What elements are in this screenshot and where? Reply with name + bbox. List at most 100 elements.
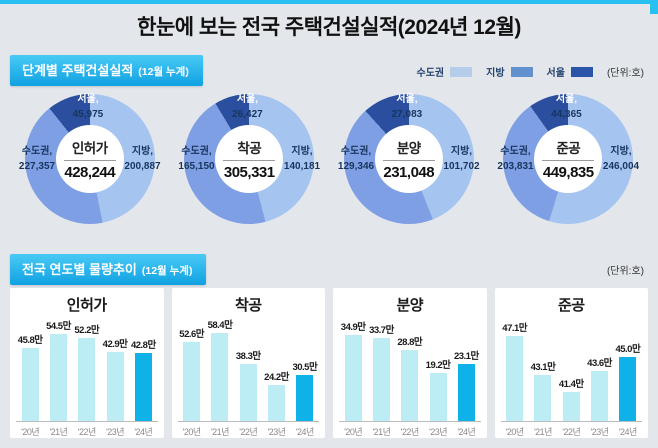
x-axis: '20년 '21년 '22년 '23년 '24년: [16, 421, 158, 438]
bar-column: 45.0만: [614, 341, 642, 421]
donut-center-title: 분양: [396, 141, 421, 156]
bar-value-label: 43.1만: [530, 362, 556, 373]
bar-chart-title: 인허가: [66, 297, 107, 314]
bar-value-label: 58.4만: [207, 320, 233, 331]
bar-value-label: 42.9만: [102, 339, 128, 350]
bar: [506, 336, 524, 421]
donut-center-title: 준공: [556, 141, 581, 156]
donut-center-divider: [63, 160, 116, 161]
legend-label: 수도권: [416, 68, 445, 79]
x-tick-label: '23년: [267, 427, 287, 437]
sudogwon-slice-label: 수도권, 203,831: [497, 146, 534, 172]
bar-value-label: 45.8만: [17, 335, 43, 346]
bar-charts-row: 인허가 45.8만 54.5만 52.2만 42.9만 42.8만 '20년 '21년 '2…: [10, 288, 648, 438]
unit-label: (단위:호): [606, 68, 644, 79]
bar: [183, 342, 201, 421]
jibang-slice-label: 지방, 101,702: [443, 146, 480, 172]
bar-value-label: 43.6만: [587, 358, 612, 369]
x-tick-label: '24년: [457, 427, 476, 437]
bar-chart-completions: 준공 47.1만 43.1만 41.4만 43.6만 45.0만 '20년 '21년 '22…: [494, 288, 649, 438]
bar-value-label: 34.9만: [340, 322, 366, 333]
section2-subtitle: (12월 누계): [141, 265, 193, 277]
bar: [562, 392, 580, 421]
x-tick-label: '21년: [49, 427, 68, 437]
donut-center-title: 착공: [237, 141, 262, 156]
bar-plot-area: 34.9만 33.7만 28.8만 19.2만 23.1만: [333, 316, 487, 421]
corner-accent: [650, 0, 658, 14]
donut-center-total: 449,835: [542, 164, 594, 181]
bar-column: 54.5만: [44, 318, 72, 421]
bar: [591, 371, 609, 421]
donut-center-total: 231,048: [383, 164, 435, 181]
bar-chart-title: 착공: [234, 297, 262, 314]
bar-value-label: 52.2만: [74, 325, 100, 336]
x-tick-label: '21년: [533, 427, 553, 437]
jibang-slice-label: 지방, 140,181: [283, 146, 321, 172]
bar-value-label: 24.2만: [264, 372, 289, 383]
x-tick-label: '20년: [344, 427, 363, 437]
x-tick-label: '22년: [239, 427, 258, 437]
x-tick-label: '24년: [618, 427, 638, 437]
bar-column: 42.9만: [101, 336, 129, 421]
legend-label: 서울: [546, 68, 565, 79]
seoul-slice-label: 서울, 26,427: [232, 94, 263, 120]
section1-subtitle: (12월 누계): [138, 66, 189, 78]
bar-column: 52.2만: [73, 322, 101, 421]
jibang-slice-label: 지방, 200,887: [124, 146, 161, 172]
bar-column: 43.6만: [585, 355, 613, 421]
bar: [372, 338, 390, 421]
bar-value-label: 38.3만: [235, 351, 261, 362]
legend-swatch-jibang: [510, 66, 533, 77]
bar-value-label: 28.8만: [397, 337, 423, 348]
legend-label: 지방: [486, 68, 505, 79]
legend-item-jibang: 지방: [486, 64, 533, 79]
bar: [268, 385, 286, 421]
donut-center-divider: [382, 160, 435, 161]
bar-column: 19.2만: [424, 357, 452, 421]
bar-chart-permits: 인허가 45.8만 54.5만 52.2만 42.9만 42.8만 '20년 '21년 '2…: [10, 288, 164, 438]
donut-center: 분양 231,048: [374, 125, 443, 193]
bar-column: 41.4만: [557, 376, 585, 421]
bar-highlighted: [296, 375, 314, 421]
bar-column: 47.1만: [501, 320, 529, 421]
bar-value-label: 33.7만: [369, 325, 394, 336]
donut-center-divider: [542, 160, 595, 161]
sudogwon-slice-label: 수도권, 129,346: [337, 146, 375, 172]
bar: [106, 352, 124, 421]
bar-plot-area: 47.1만 43.1만 41.4만 43.6만 45.0만: [495, 316, 649, 421]
bar-column: 58.4만: [206, 317, 234, 421]
jibang-slice-label: 지방, 246,004: [602, 146, 640, 172]
legend-swatch-seoul: [570, 66, 593, 77]
donut-center-divider: [223, 160, 276, 161]
legend: 수도권 지방 서울 (단위:호): [417, 64, 644, 79]
section1-header: 단계별 주택건설실적 (12월 누계): [10, 55, 203, 86]
x-tick-label: '20년: [505, 427, 525, 437]
legend-swatch-sudogwon: [450, 66, 473, 77]
bar-chart-sales: 분양 34.9만 33.7만 28.8만 19.2만 23.1만 '20년 '21년 '22…: [333, 288, 487, 438]
bar: [534, 375, 552, 421]
legend-item-seoul: 서울: [547, 64, 593, 79]
donut-chart-permits: 인허가 428,244 서울, 45,975 수도권, 227,357 지방, …: [10, 92, 170, 244]
bar-chart-title: 분양: [396, 297, 424, 314]
bar-column: 43.1만: [529, 359, 557, 421]
top-accent-bar: [0, 0, 658, 4]
x-tick-label: '22년: [562, 427, 581, 437]
bar-chart-starts: 착공 52.6만 58.4만 38.3만 24.2만 30.5만 '20년 '21년 '22…: [171, 288, 325, 438]
x-tick-label: '23년: [590, 427, 610, 437]
seoul-slice-label: 서울, 45,975: [72, 94, 104, 120]
donut-center-total: 305,331: [223, 164, 275, 181]
x-tick-label: '21년: [372, 427, 391, 437]
x-tick-label: '20년: [182, 427, 202, 437]
bar-column: 23.1만: [452, 348, 480, 421]
sudogwon-slice-label: 수도권, 227,357: [18, 146, 56, 172]
bar-highlighted: [134, 353, 152, 421]
bar-value-label: 47.1만: [502, 323, 528, 334]
page-title: 한눈에 보는 전국 주택건설실적(2024년 12월): [137, 16, 521, 39]
seoul-slice-label: 서울, 27,083: [391, 94, 423, 120]
bar-column: 30.5만: [291, 359, 319, 421]
bar-column: 45.8만: [16, 332, 44, 421]
bar-column: 34.9만: [339, 319, 367, 421]
x-tick-label: '22년: [400, 427, 420, 437]
x-tick-label: '23년: [106, 427, 125, 437]
